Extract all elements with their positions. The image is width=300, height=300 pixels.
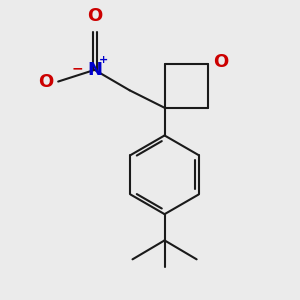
Text: −: −: [71, 61, 83, 75]
Text: O: O: [38, 73, 53, 91]
Text: +: +: [99, 55, 108, 65]
Text: N: N: [87, 61, 102, 79]
Text: O: O: [87, 7, 102, 25]
Text: O: O: [214, 53, 229, 71]
